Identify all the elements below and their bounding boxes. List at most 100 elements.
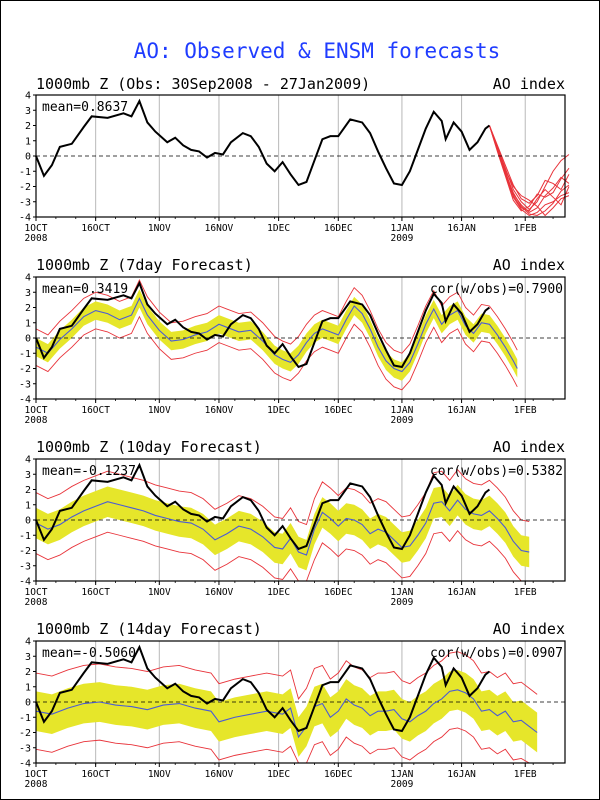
- x-tick-label: 16NOV: [205, 769, 234, 780]
- panel-title-right: AO index: [493, 438, 565, 456]
- envelope-line: [35, 727, 538, 764]
- x-tick-label: 1JAN: [390, 587, 413, 598]
- y-tick-label: -3: [19, 379, 31, 390]
- y-tick-label: 4: [25, 273, 31, 284]
- member-line: [488, 125, 570, 217]
- spread-band: [36, 484, 530, 571]
- x-tick-label: 1DEC: [267, 223, 290, 234]
- y-tick-label: 0: [25, 698, 31, 709]
- x-tick-year-label: 2009: [390, 233, 413, 244]
- ensemble-mean-line: [35, 297, 518, 373]
- x-tick-label: 1FEB: [514, 405, 537, 416]
- y-tick-label: -3: [19, 743, 31, 754]
- member-line: [488, 125, 570, 204]
- x-tick-label: 16NOV: [205, 223, 234, 234]
- x-tick-year-label: 2008: [25, 233, 48, 244]
- observed-line: [35, 462, 491, 551]
- panel-title-right: AO index: [493, 256, 565, 274]
- y-tick-label: 2: [25, 121, 31, 132]
- panel-title-left: 1000mb Z (14day Forecast): [36, 620, 262, 638]
- observed-line: [35, 644, 491, 733]
- x-tick-label: 1NOV: [148, 587, 171, 598]
- y-tick-label: -1: [19, 531, 31, 542]
- y-tick-label: 0: [25, 334, 31, 345]
- y-tick-label: 2: [25, 485, 31, 496]
- x-tick-label: 1DEC: [267, 769, 290, 780]
- x-tick-label: 1OCT: [25, 223, 48, 234]
- y-tick-label: 3: [25, 470, 31, 481]
- y-tick-label: 1: [25, 136, 31, 147]
- y-tick-label: 1: [25, 318, 31, 329]
- y-tick-label: -4: [19, 577, 31, 588]
- y-tick-label: -2: [19, 728, 31, 739]
- mean-label: mean=-0.1237: [42, 464, 136, 479]
- x-tick-year-label: 2008: [25, 415, 48, 426]
- x-tick-year-label: 2009: [390, 415, 413, 426]
- member-line: [488, 125, 570, 214]
- x-tick-year-label: 2009: [390, 597, 413, 608]
- panel-title-left: 1000mb Z (10day Forecast): [36, 438, 262, 456]
- panel-10day: 1000mb Z (10day Forecast) AO index: [36, 438, 565, 456]
- x-tick-label: 16OCT: [81, 587, 110, 598]
- x-tick-label: 1FEB: [514, 223, 537, 234]
- envelope-line: [35, 278, 518, 354]
- x-tick-label: 1OCT: [25, 587, 48, 598]
- x-tick-label: 1OCT: [25, 405, 48, 416]
- y-tick-label: -1: [19, 713, 31, 724]
- x-tick-label: 16OCT: [81, 223, 110, 234]
- x-tick-label: 16DEC: [324, 405, 353, 416]
- y-tick-label: 4: [25, 91, 31, 102]
- x-tick-label: 1DEC: [267, 405, 290, 416]
- x-tick-year-label: 2008: [25, 779, 48, 790]
- x-tick-label: 1FEB: [514, 587, 537, 598]
- y-tick-label: 4: [25, 455, 31, 466]
- y-tick-label: 1: [25, 682, 31, 693]
- ensemble-mean-line: [35, 689, 538, 739]
- x-tick-label: 16DEC: [324, 769, 353, 780]
- y-tick-label: -4: [19, 395, 31, 406]
- panel-obs: 1000mb Z (Obs: 30Sep2008 - 27Jan2009) AO…: [36, 75, 565, 93]
- x-tick-label: 1FEB: [514, 769, 537, 780]
- panel-7day: 1000mb Z (7day Forecast) AO index: [36, 256, 565, 274]
- y-tick-label: 0: [25, 516, 31, 527]
- y-tick-label: -3: [19, 197, 31, 208]
- x-tick-label: 16JAN: [447, 223, 476, 234]
- x-tick-label: 1JAN: [390, 769, 413, 780]
- x-tick-label: 16JAN: [447, 587, 476, 598]
- member-line: [488, 125, 570, 212]
- envelope-line: [35, 468, 530, 526]
- x-tick-label: 16DEC: [324, 587, 353, 598]
- y-tick-label: -3: [19, 561, 31, 572]
- y-tick-label: 2: [25, 303, 31, 314]
- mean-label: mean=0.3419: [42, 282, 128, 297]
- member-line: [488, 125, 570, 212]
- y-tick-label: 3: [25, 288, 31, 299]
- figure-title: AO: Observed & ENSM forecasts: [134, 39, 501, 63]
- x-tick-label: 1NOV: [148, 769, 171, 780]
- x-tick-year-label: 2008: [25, 597, 48, 608]
- y-tick-label: -1: [19, 167, 31, 178]
- x-tick-label: 16NOV: [205, 587, 234, 598]
- y-tick-label: -4: [19, 213, 31, 224]
- x-tick-label: 16JAN: [447, 769, 476, 780]
- member-line: [488, 125, 570, 217]
- envelope-line: [35, 315, 518, 391]
- x-tick-year-label: 2009: [390, 779, 413, 790]
- y-tick-label: 3: [25, 106, 31, 117]
- correlation-label: cor(w/obs)=0.0907: [430, 646, 563, 661]
- y-tick-label: 1: [25, 500, 31, 511]
- y-tick-label: -4: [19, 759, 31, 770]
- x-tick-label: 1JAN: [390, 405, 413, 416]
- panel-title-left: 1000mb Z (7day Forecast): [36, 256, 253, 274]
- y-tick-label: 0: [25, 152, 31, 163]
- observed-line: [35, 280, 491, 369]
- x-tick-label: 1DEC: [267, 587, 290, 598]
- x-tick-label: 16JAN: [447, 405, 476, 416]
- y-tick-label: -2: [19, 182, 31, 193]
- y-tick-label: -1: [19, 349, 31, 360]
- correlation-label: cor(w/obs)=0.7900: [430, 282, 563, 297]
- panel-title-right: AO index: [493, 75, 565, 93]
